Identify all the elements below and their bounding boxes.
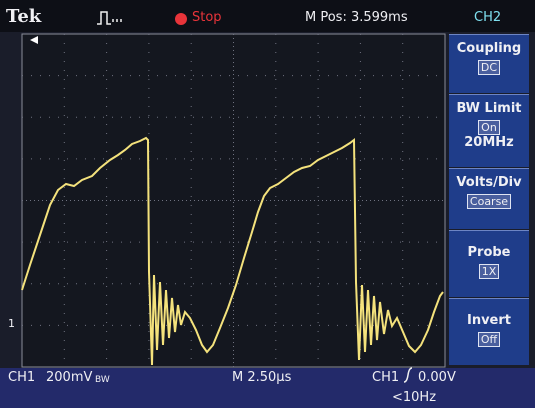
timebase: M 2.50µs [232, 370, 291, 385]
footer-channel: CH1 [8, 370, 35, 385]
oscilloscope-screen: Tek Stop M Pos: 3.599ms CH2 Coupling DC … [0, 0, 535, 408]
stop-dot [175, 13, 187, 25]
menu-value: Coarse [467, 194, 511, 209]
trigger-channel: CH1 [372, 370, 399, 385]
menu-item[interactable]: Volts/Div Coarse [449, 168, 529, 229]
menu-channel: CH2 [474, 10, 501, 25]
ground-marker: 1 [8, 317, 15, 330]
menu-label: BW Limit [449, 101, 529, 116]
trigger-level: 0.00V [418, 370, 456, 385]
brand: Tek [6, 6, 41, 27]
menu-item[interactable]: Invert Off [449, 298, 529, 365]
menu-detail: 20MHz [449, 135, 529, 150]
top-bar [0, 0, 535, 32]
horizontal-position: M Pos: 3.599ms [305, 10, 408, 25]
menu-item[interactable]: Coupling DC [449, 34, 529, 93]
menu-label: Probe [449, 245, 529, 260]
menu-value: On [478, 120, 500, 135]
menu-label: Coupling [449, 41, 529, 56]
menu-item[interactable]: Probe 1X [449, 230, 529, 297]
bw-flag: BW [95, 375, 110, 385]
menu-value: 1X [479, 264, 500, 279]
menu-value: Off [478, 332, 500, 347]
menu-label: Volts/Div [449, 175, 529, 190]
trigger-state: Stop [192, 10, 222, 25]
volts-per-div: 200mV [46, 370, 92, 385]
menu-value: DC [478, 60, 500, 75]
trigger-frequency: <10Hz [392, 390, 436, 405]
menu-label: Invert [449, 313, 529, 328]
menu-item[interactable]: BW Limit On 20MHz [449, 94, 529, 167]
